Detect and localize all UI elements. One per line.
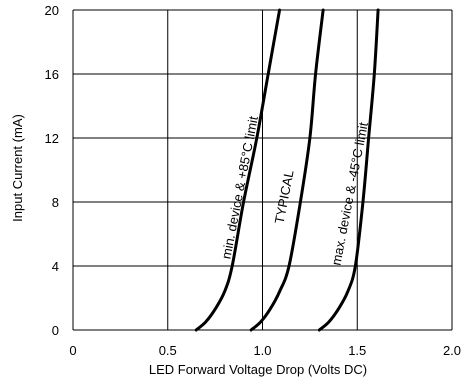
curve-label-min: min. device & +85°C limit — [219, 115, 261, 261]
x-axis-label: LED Forward Voltage Drop (Volts DC) — [149, 362, 367, 377]
series-line-max — [317, 8, 380, 332]
grid-lines — [73, 9, 453, 331]
x-tick-label: 0 — [69, 343, 76, 358]
x-tick-label: 2.0 — [443, 343, 461, 358]
x-tick-label: 1.0 — [253, 343, 271, 358]
series-line-typical — [249, 8, 325, 332]
y-tick-label: 16 — [45, 67, 59, 82]
x-tick-label: 1.5 — [348, 343, 366, 358]
series-line-min — [194, 8, 282, 332]
y-tick-label: 12 — [45, 131, 59, 146]
y-tick-label: 0 — [52, 323, 59, 338]
y-tick-label: 20 — [45, 3, 59, 18]
y-tick-label: 4 — [52, 259, 59, 274]
curve-label-typical: TYPICAL — [272, 169, 297, 225]
y-axis-label: Input Current (mA) — [10, 114, 25, 222]
y-tick-label: 8 — [52, 195, 59, 210]
series-lines — [194, 8, 380, 332]
x-tick-label: 0.5 — [159, 343, 177, 358]
tick-labels: 0 4 8 12 16 20 0 0.5 1.0 1.5 2.0 — [45, 3, 462, 358]
